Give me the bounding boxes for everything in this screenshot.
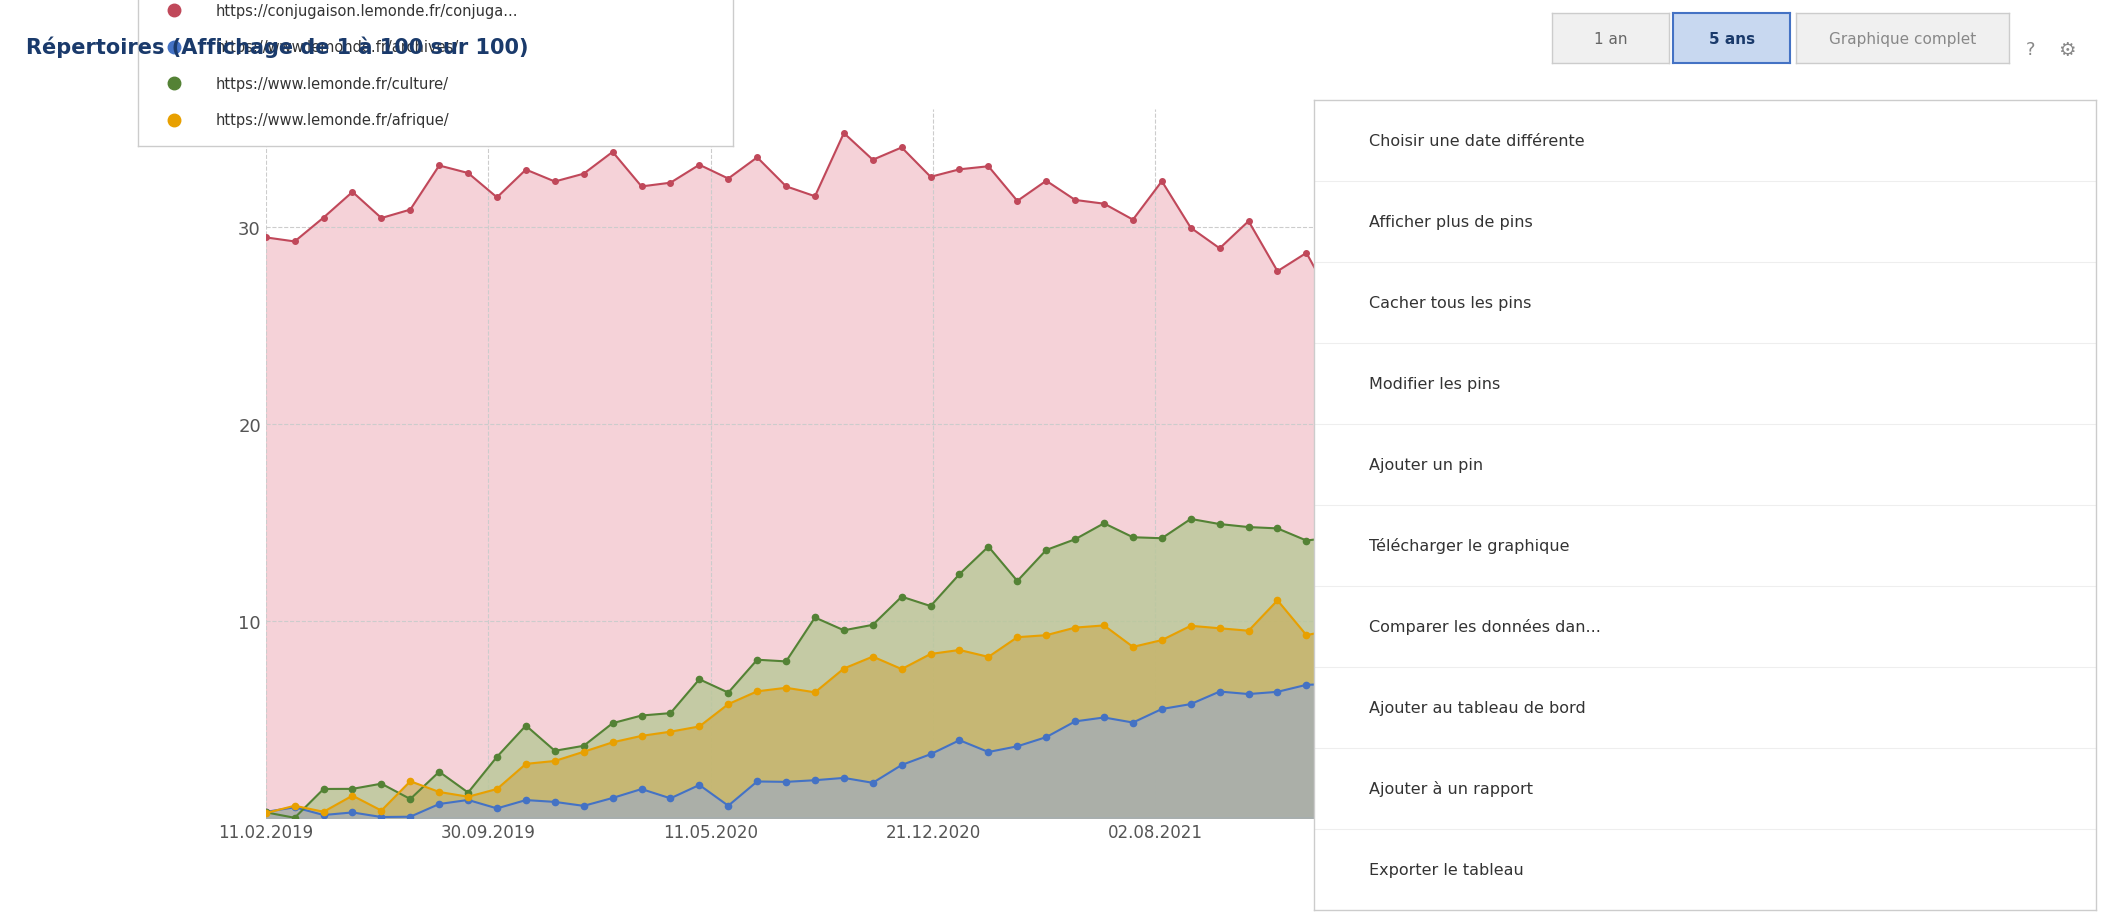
Text: https://conjugaison.lemonde.fr/conjuga...: https://conjugaison.lemonde.fr/conjuga..… [215,4,519,19]
Text: Comparer les données dan...: Comparer les données dan... [1369,618,1601,635]
Text: https://www.lemonde.fr/afrique/: https://www.lemonde.fr/afrique/ [215,113,449,128]
Text: Télécharger le graphique: Télécharger le graphique [1369,538,1569,554]
Text: ⚙: ⚙ [2058,41,2075,61]
Text: Choisir une date différente: Choisir une date différente [1369,134,1584,149]
Text: Exporter le tableau: Exporter le tableau [1369,862,1524,877]
Text: Ajouter à un rapport: Ajouter à un rapport [1369,780,1533,797]
Text: Ajouter un pin: Ajouter un pin [1369,458,1482,472]
Text: https://www.lemonde.fr/culture/: https://www.lemonde.fr/culture/ [215,76,449,92]
Text: Modifier les pins: Modifier les pins [1369,377,1499,391]
Text: 5 ans: 5 ans [1709,31,1754,47]
Text: Cacher tous les pins: Cacher tous les pins [1369,296,1531,311]
Text: Répertoires (Affichage de 1 à 100 sur 100): Répertoires (Affichage de 1 à 100 sur 10… [26,37,527,58]
Text: Graphique complet: Graphique complet [1828,31,1977,47]
Text: Afficher plus de pins: Afficher plus de pins [1369,215,1533,230]
Text: Ajouter au tableau de bord: Ajouter au tableau de bord [1369,700,1586,715]
Text: 1 an: 1 an [1594,31,1626,47]
Text: https://www.lemonde.fr/archives/: https://www.lemonde.fr/archives/ [215,40,459,55]
Text: ?: ? [2026,41,2035,60]
